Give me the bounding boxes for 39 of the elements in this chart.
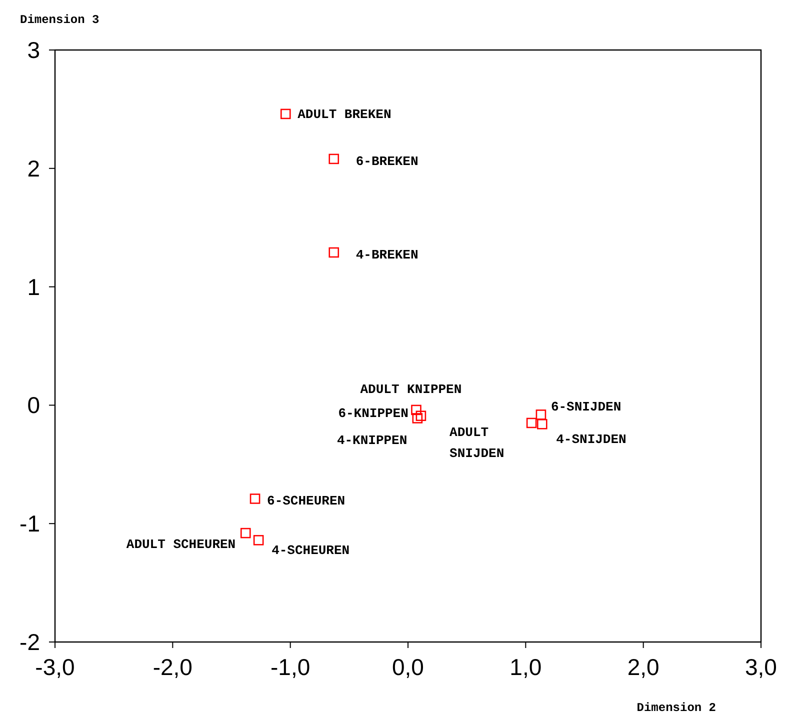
point bbox=[536, 410, 546, 420]
x-tick-label: 1,0 bbox=[510, 654, 542, 680]
x-tick-label: -1,0 bbox=[270, 654, 310, 680]
point bbox=[240, 528, 251, 538]
point bbox=[328, 247, 340, 258]
y-tick-label: 3 bbox=[27, 37, 40, 63]
x-tick-label: 3,0 bbox=[745, 654, 777, 680]
annotation: ADULT SNIJDEN bbox=[450, 424, 504, 461]
annotation: ADULT SCHEUREN bbox=[126, 537, 236, 552]
point bbox=[280, 108, 291, 120]
annotation: 6-SNIJDEN bbox=[550, 400, 622, 415]
point bbox=[536, 418, 548, 430]
annotation: 6-BREKEN bbox=[356, 154, 418, 169]
y-tick-label: 0 bbox=[27, 392, 40, 418]
point bbox=[416, 410, 426, 422]
annotation: 6-KNIPPEN bbox=[338, 406, 408, 422]
annotation: ADULT KNIPPEN bbox=[360, 382, 462, 397]
y-tick-label: 1 bbox=[27, 274, 40, 300]
point bbox=[328, 154, 340, 164]
x-axis-title: Dimension 2 bbox=[636, 701, 716, 715]
annotation: 4-BREKEN bbox=[356, 247, 418, 262]
x-tick-label: -2,0 bbox=[152, 654, 192, 680]
y-axis-title: Dimension 3 bbox=[20, 13, 100, 27]
point bbox=[412, 413, 423, 424]
y-tick-label: 2 bbox=[27, 155, 40, 182]
x-tick-label: 2,0 bbox=[627, 654, 660, 680]
annotation: 4-SCHEUREN bbox=[272, 543, 350, 558]
x-tick-label: 0,0 bbox=[392, 654, 424, 680]
annotation: 6-SCHEUREN bbox=[267, 494, 346, 509]
y-tick-label: -1 bbox=[20, 510, 40, 537]
point bbox=[250, 494, 260, 504]
point bbox=[411, 404, 422, 416]
point bbox=[253, 535, 264, 546]
annotation: 4-SNIJDEN bbox=[556, 432, 626, 448]
annotation: ADULT BREKEN bbox=[298, 106, 392, 122]
x-tick-label: -3,0 bbox=[35, 654, 75, 680]
annotation: 4-KNIPPEN bbox=[336, 432, 408, 448]
point bbox=[526, 418, 537, 428]
y-tick-label: -2 bbox=[20, 629, 40, 655]
